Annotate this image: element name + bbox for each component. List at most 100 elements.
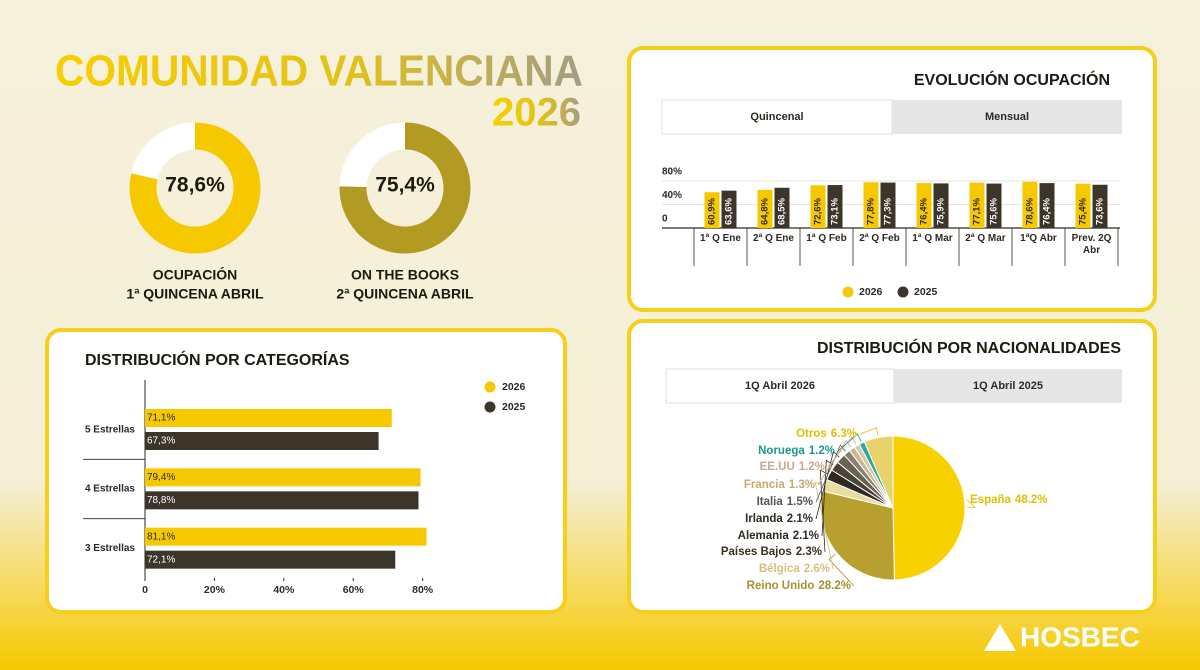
bar bbox=[1092, 184, 1108, 228]
x-tick-label-box: 2ª Q Ene bbox=[753, 233, 794, 244]
bar bbox=[704, 192, 720, 228]
x-tick-label: 20% bbox=[204, 584, 226, 596]
x-tick-label-box: 1ª Q Mar bbox=[912, 233, 952, 244]
leader-line bbox=[819, 469, 828, 553]
slice-label: Irlanda 2.1% bbox=[745, 513, 813, 525]
tab[interactable] bbox=[894, 369, 1122, 403]
logo: HOSBEC bbox=[984, 621, 1140, 652]
legend-marker bbox=[484, 381, 496, 393]
bar bbox=[916, 183, 932, 228]
page-title: COMUNIDAD VALENCIANA bbox=[55, 47, 583, 96]
bar bbox=[827, 185, 843, 228]
bar bbox=[1022, 181, 1038, 228]
tab[interactable] bbox=[892, 100, 1122, 134]
bar bbox=[145, 468, 421, 487]
x-tick-label: 2ª Q Feb bbox=[859, 233, 900, 244]
bar bbox=[145, 409, 392, 427]
x-tick-label: 2ª Q Mar bbox=[965, 233, 1006, 244]
value-label: 79,4% bbox=[147, 472, 175, 483]
slice-label: EE.UU 1.2% bbox=[760, 461, 825, 473]
tab[interactable] bbox=[661, 99, 893, 135]
y-tick-label: 4 Estrellas bbox=[85, 484, 135, 495]
x-tick-label: 60% bbox=[343, 584, 365, 596]
slice-name: Francia bbox=[744, 479, 786, 491]
value-label: 67,3% bbox=[147, 436, 175, 447]
slice-value: 2.6% bbox=[804, 563, 830, 575]
logo-icon bbox=[984, 624, 1016, 651]
x-tick-label-box: 1ª Q Feb bbox=[806, 233, 846, 244]
bar bbox=[145, 432, 379, 450]
slice-label: Reino Unido 28.2% bbox=[747, 580, 851, 592]
slice-name: Irlanda bbox=[745, 513, 783, 525]
x-tick-label-box: 1ªQ Abr bbox=[1020, 233, 1057, 244]
slice-label: Otros 6.3% bbox=[796, 428, 857, 440]
y-tick-label: 40% bbox=[662, 190, 682, 201]
bar bbox=[145, 550, 396, 569]
value-label: 73,6% bbox=[1095, 198, 1106, 225]
slice-label: España 48.2% bbox=[970, 494, 1048, 506]
y-tick-label: 3 Estrellas bbox=[85, 543, 135, 554]
donut-caption: OCUPACIÓN bbox=[153, 266, 238, 283]
slice-value: 2.3% bbox=[796, 546, 822, 558]
value-label: 77,1% bbox=[972, 198, 983, 225]
chart-title: DISTRIBUCIÓN POR NACIONALIDADES bbox=[817, 338, 1121, 357]
y-tick-label: 80% bbox=[662, 167, 682, 178]
slice-value: 6.3% bbox=[831, 428, 857, 440]
slice-name: Bélgica bbox=[759, 563, 801, 575]
value-label: 73,1% bbox=[830, 198, 841, 225]
bar bbox=[969, 182, 985, 228]
donut-arc bbox=[129, 122, 261, 254]
tab-label[interactable]: Quincenal bbox=[750, 111, 803, 123]
leader-line bbox=[815, 444, 846, 503]
value-label: 64,8% bbox=[760, 198, 771, 225]
chart-title: DISTRIBUCIÓN POR CATEGORÍAS bbox=[85, 350, 350, 369]
legend-label: 2026 bbox=[502, 381, 526, 393]
slice-name: España bbox=[970, 494, 1012, 506]
x-tick-label: 1ª Q Ene bbox=[700, 233, 741, 244]
donut-value: 75,4% bbox=[375, 174, 435, 197]
x-tick-label: 40% bbox=[273, 584, 295, 596]
slice-value: 28.2% bbox=[818, 580, 851, 592]
slice-label: Países Bajos 2.3% bbox=[721, 546, 822, 558]
leader-line bbox=[828, 554, 855, 587]
slice-value: 1.2% bbox=[809, 445, 835, 457]
donut-caption: 2ª QUINCENA ABRIL bbox=[336, 286, 474, 302]
x-tick-label-box: 2ª Q Mar bbox=[965, 233, 1006, 244]
x-tick-label: 2ª Q Ene bbox=[753, 233, 794, 244]
value-label: 63,6% bbox=[724, 198, 735, 225]
bar bbox=[721, 190, 737, 228]
slice-value: 1.5% bbox=[787, 496, 813, 508]
value-label: 77,3% bbox=[883, 198, 894, 225]
x-tick-label: Prev. 2Q Abr bbox=[1071, 233, 1112, 256]
bar bbox=[1039, 183, 1055, 228]
value-label: 72,1% bbox=[147, 554, 175, 565]
slice-value: 1.3% bbox=[789, 479, 815, 491]
value-label: 77,8% bbox=[866, 198, 877, 225]
value-label: 78,6% bbox=[1025, 198, 1036, 225]
x-tick-label-box: 2ª Q Feb bbox=[859, 233, 900, 244]
logo-text: HOSBEC bbox=[1020, 621, 1140, 652]
donut-value: 78,6% bbox=[165, 174, 225, 197]
legend-label: 2025 bbox=[502, 401, 526, 413]
slice-value: 1.2% bbox=[799, 461, 825, 473]
pie-slice bbox=[863, 435, 894, 509]
slice-name: Alemania bbox=[738, 530, 790, 542]
tab-label[interactable]: 1Q Abril 2025 bbox=[973, 380, 1043, 392]
tab[interactable] bbox=[665, 368, 895, 404]
bar bbox=[933, 183, 949, 228]
slice-name: Reino Unido bbox=[747, 580, 815, 592]
value-label: 78,8% bbox=[147, 495, 175, 506]
bar bbox=[863, 182, 879, 228]
slice-value: 2.1% bbox=[787, 513, 813, 525]
legend-marker bbox=[842, 286, 854, 298]
page-year: 2026 bbox=[492, 91, 581, 135]
donut-caption: 1ª QUINCENA ABRIL bbox=[126, 286, 264, 302]
x-tick-label: 80% bbox=[412, 584, 434, 596]
leader-line bbox=[814, 481, 834, 570]
tab-label[interactable]: Mensual bbox=[985, 111, 1029, 123]
slice-value: 48.2% bbox=[1015, 494, 1048, 506]
value-label: 60,9% bbox=[707, 198, 718, 225]
tab-label[interactable]: 1Q Abril 2026 bbox=[745, 380, 815, 392]
leader-line bbox=[817, 439, 852, 486]
